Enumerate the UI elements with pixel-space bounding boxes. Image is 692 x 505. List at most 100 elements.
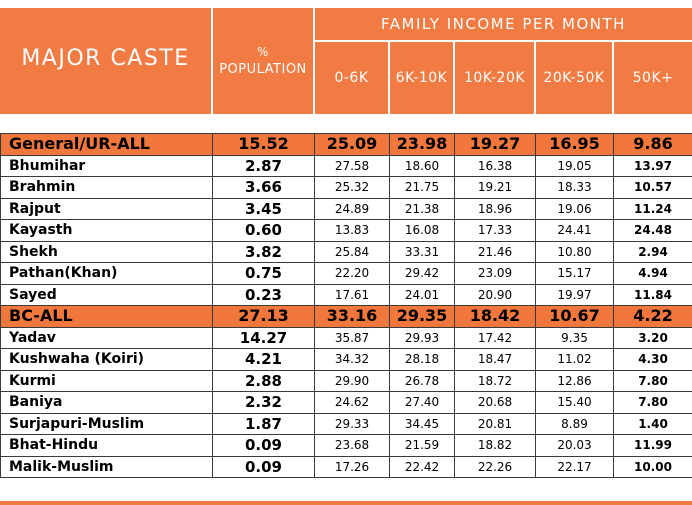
income-share-cell: 7.80	[613, 391, 692, 414]
bottom-strip	[0, 501, 692, 505]
income-share-cell: 24.48	[613, 219, 692, 242]
table-row: Surjapuri-Muslim 1.87 29.33 34.45 20.81 8.89 1…	[0, 412, 692, 435]
income-share-cell: 3.20	[613, 326, 692, 349]
income-share-cell: 35.87	[314, 326, 390, 349]
table-row: Bhumihar 2.87 27.58 18.60 16.38 19.05 13.97	[0, 154, 692, 177]
table-row: Malik-Muslim 0.09 17.26 22.42 22.26 22.17 10.0…	[0, 455, 692, 478]
income-share-cell: 13.83	[314, 219, 390, 242]
income-share-cell: 23.09	[454, 262, 536, 285]
table-row: Kurmi 2.88 29.90 26.78 18.72 12.86 7.80	[0, 369, 692, 392]
income-share-cell: 18.96	[454, 197, 536, 220]
income-share-cell: 33.31	[389, 240, 455, 263]
income-share-cell: 22.42	[389, 455, 455, 478]
income-share-cell: 18.72	[454, 369, 536, 392]
income-share-cell: 18.82	[454, 434, 536, 457]
caste-name-cell: Baniya	[0, 391, 213, 414]
income-share-cell: 18.33	[535, 176, 614, 199]
population-cell: 0.09	[212, 455, 315, 478]
population-cell: 14.27	[212, 326, 315, 349]
income-share-cell: 8.89	[535, 412, 614, 435]
table-row: Yadav 14.27 35.87 29.93 17.42 9.35 3.20	[0, 326, 692, 349]
income-share-cell: 22.17	[535, 455, 614, 478]
caste-name-cell: Brahmin	[0, 176, 213, 199]
income-share-cell: 17.26	[314, 455, 390, 478]
income-share-cell: 10.80	[535, 240, 614, 263]
income-share-cell: 11.99	[613, 434, 692, 457]
income-share-cell: 22.20	[314, 262, 390, 285]
income-share-cell: 29.42	[389, 262, 455, 285]
income-share-cell: 34.45	[389, 412, 455, 435]
population-cell: 15.52	[212, 133, 315, 156]
income-share-cell: 19.97	[535, 283, 614, 306]
header-percent-symbol: %	[257, 45, 269, 59]
income-share-cell: 18.47	[454, 348, 536, 371]
caste-name-cell: Kushwaha (Koiri)	[0, 348, 213, 371]
table-row: Pathan(Khan) 0.75 22.20 29.42 23.09 15.17 4.94	[0, 262, 692, 285]
income-share-cell: 26.78	[389, 369, 455, 392]
income-share-cell: 24.01	[389, 283, 455, 306]
population-cell: 1.87	[212, 412, 315, 435]
income-share-cell: 15.40	[535, 391, 614, 414]
income-share-cell: 17.33	[454, 219, 536, 242]
table-row: Shekh 3.82 25.84 33.31 21.46 10.80 2.94	[0, 240, 692, 263]
caste-name-cell: Yadav	[0, 326, 213, 349]
income-share-cell: 24.62	[314, 391, 390, 414]
header-major-caste: MAJOR CASTE	[0, 8, 211, 114]
population-cell: 3.82	[212, 240, 315, 263]
income-share-cell: 29.90	[314, 369, 390, 392]
income-share-cell: 20.90	[454, 283, 536, 306]
income-share-cell: 9.35	[535, 326, 614, 349]
population-cell: 2.32	[212, 391, 315, 414]
income-share-cell: 16.08	[389, 219, 455, 242]
income-share-cell: 11.02	[535, 348, 614, 371]
aggregate-row: BC-ALL 27.13 33.16 29.35 18.42 10.67 4.22	[0, 305, 692, 328]
income-share-cell: 10.67	[535, 305, 614, 328]
income-share-cell: 29.35	[389, 305, 455, 328]
caste-income-table: General/UR-ALL 15.52 25.09 23.98 19.27 16.95 9…	[0, 133, 692, 478]
table-row: Rajput 3.45 24.89 21.38 18.96 19.06 11.24	[0, 197, 692, 220]
income-share-cell: 21.75	[389, 176, 455, 199]
table-body: General/UR-ALL 15.52 25.09 23.98 19.27 16.95 9…	[0, 133, 692, 478]
population-cell: 0.09	[212, 434, 315, 457]
caste-name-cell: Bhumihar	[0, 154, 213, 177]
income-share-cell: 22.26	[454, 455, 536, 478]
income-share-cell: 4.94	[613, 262, 692, 285]
header-range-0-6k: 0-6K	[315, 42, 388, 114]
income-share-cell: 20.03	[535, 434, 614, 457]
income-share-cell: 27.40	[389, 391, 455, 414]
header-range-10k-20k: 10K-20K	[455, 42, 534, 114]
header-family-income: FAMILY INCOME PER MONTH	[315, 8, 692, 40]
population-cell: 0.23	[212, 283, 315, 306]
aggregate-row: General/UR-ALL 15.52 25.09 23.98 19.27 16.95 9…	[0, 133, 692, 156]
income-share-cell: 34.32	[314, 348, 390, 371]
income-share-cell: 23.68	[314, 434, 390, 457]
table-row: Sayed 0.23 17.61 24.01 20.90 19.97 11.84	[0, 283, 692, 306]
income-share-cell: 11.24	[613, 197, 692, 220]
caste-name-cell: Pathan(Khan)	[0, 262, 213, 285]
income-share-cell: 25.09	[314, 133, 390, 156]
caste-name-cell: Rajput	[0, 197, 213, 220]
caste-name-cell: Kayasth	[0, 219, 213, 242]
caste-name-cell: General/UR-ALL	[0, 133, 213, 156]
income-share-cell: 19.05	[535, 154, 614, 177]
caste-name-cell: Bhat-Hindu	[0, 434, 213, 457]
caste-name-cell: Shekh	[0, 240, 213, 263]
caste-name-cell: Surjapuri-Muslim	[0, 412, 213, 435]
income-share-cell: 11.84	[613, 283, 692, 306]
income-share-cell: 12.86	[535, 369, 614, 392]
population-cell: 0.60	[212, 219, 315, 242]
income-share-cell: 10.57	[613, 176, 692, 199]
income-share-cell: 33.16	[314, 305, 390, 328]
table-row: Brahmin 3.66 25.32 21.75 19.21 18.33 10.57	[0, 176, 692, 199]
income-share-cell: 18.60	[389, 154, 455, 177]
income-share-cell: 15.17	[535, 262, 614, 285]
income-share-cell: 21.59	[389, 434, 455, 457]
table-row: Kayasth 0.60 13.83 16.08 17.33 24.41 24.48	[0, 219, 692, 242]
income-share-cell: 13.97	[613, 154, 692, 177]
population-cell: 4.21	[212, 348, 315, 371]
header-range-20k-50k: 20K-50K	[536, 42, 612, 114]
income-share-cell: 19.27	[454, 133, 536, 156]
population-cell: 3.45	[212, 197, 315, 220]
income-share-cell: 29.33	[314, 412, 390, 435]
caste-name-cell: BC-ALL	[0, 305, 213, 328]
